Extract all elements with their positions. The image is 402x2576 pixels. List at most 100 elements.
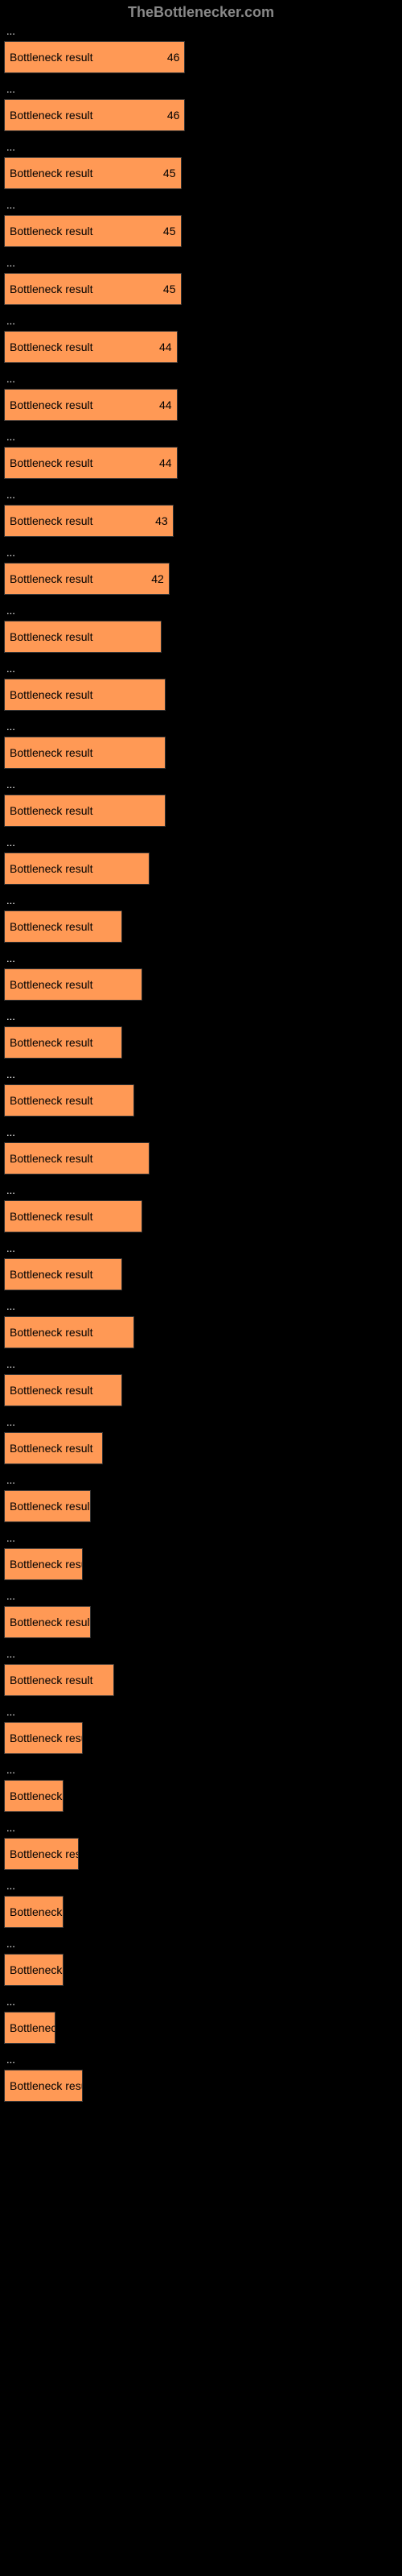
chart-row: ...Bottleneck result: [4, 952, 398, 1001]
bar-wrap: Bottleneck result: [4, 968, 398, 1001]
bar-wrap: Bottleneck result: [4, 1954, 398, 1986]
bar-wrap: Bottleneck result: [4, 795, 398, 827]
chart-row: ...Bottleneck result: [4, 1416, 398, 1464]
row-label: ...: [4, 1648, 398, 1664]
chart-row: ...Bottleneck result: [4, 1358, 398, 1406]
chart-row: ...Bottleneck result: [4, 1010, 398, 1059]
bar: Bottleneck result45: [4, 157, 182, 189]
bar-wrap: Bottleneck result44: [4, 389, 398, 421]
row-label: ...: [4, 1764, 398, 1780]
chart-row: ...Bottleneck result: [4, 1996, 398, 2044]
row-label: ...: [4, 1184, 398, 1200]
row-label: ...: [4, 373, 398, 389]
bar-wrap: Bottleneck result: [4, 910, 398, 943]
bar: Bottleneck result: [4, 2070, 83, 2102]
bar-label: Bottleneck result: [5, 1790, 63, 1802]
bar-label: Bottleneck result: [5, 51, 93, 64]
bar-value: 44: [159, 398, 172, 411]
bar-value: 45: [163, 283, 176, 295]
bar-wrap: Bottleneck result: [4, 1722, 398, 1754]
bar-label: Bottleneck result: [5, 1847, 78, 1860]
row-label: ...: [4, 431, 398, 447]
bar: Bottleneck result: [4, 1838, 79, 1870]
bar-label: Bottleneck result: [5, 1036, 93, 1049]
bar: Bottleneck result44: [4, 331, 178, 363]
bar: Bottleneck result: [4, 2012, 55, 2044]
bar: Bottleneck result: [4, 1200, 142, 1232]
bar-wrap: Bottleneck result: [4, 737, 398, 769]
bar-value: 46: [167, 109, 180, 122]
site-header: TheBottlenecker.com: [0, 0, 402, 25]
bar-wrap: Bottleneck result: [4, 2012, 398, 2044]
chart-row: ...Bottleneck result: [4, 1648, 398, 1696]
chart-row: ...Bottleneck result45: [4, 257, 398, 305]
bar-label: Bottleneck result: [5, 1152, 93, 1165]
bar-wrap: Bottleneck result46: [4, 41, 398, 73]
row-label: ...: [4, 1300, 398, 1316]
chart-row: ...Bottleneck result43: [4, 489, 398, 537]
bar-wrap: Bottleneck result: [4, 1664, 398, 1696]
bar-label: Bottleneck result: [5, 341, 93, 353]
chart-row: ... Bottleneck result: [4, 1532, 398, 1580]
bar: Bottleneck result44: [4, 447, 178, 479]
bar-label: Bottleneck result: [5, 1905, 63, 1918]
bar-value: 42: [151, 572, 164, 585]
bar-label: Bottleneck result: [5, 1210, 93, 1223]
bar: Bottleneck result: [4, 1374, 122, 1406]
bar-label: Bottleneck result: [5, 1094, 93, 1107]
bottleneck-chart: ...Bottleneck result46...Bottleneck resu…: [0, 25, 402, 2102]
bar: Bottleneck result: [4, 1722, 83, 1754]
bar-wrap: Bottleneck result: [4, 1432, 398, 1464]
row-label: ...: [4, 778, 398, 795]
chart-row: ...Bottleneck result: [4, 720, 398, 769]
chart-row: ...Bottleneck result: [4, 836, 398, 885]
bar: Bottleneck result: [4, 1664, 114, 1696]
row-label: ...: [4, 1706, 398, 1722]
row-label: ...: [4, 1242, 398, 1258]
bar-label: Bottleneck result: [5, 225, 93, 237]
bar: Bottleneck result: [4, 1142, 150, 1174]
bar-wrap: Bottleneck result: [4, 1316, 398, 1348]
bar-value: 44: [159, 456, 172, 469]
bar-label: Bottleneck result: [5, 1326, 93, 1339]
bar-label: Bottleneck result: [5, 1384, 93, 1397]
bar-label: Bottleneck result: [5, 746, 93, 759]
chart-row: ... Bottleneck result: [4, 1764, 398, 1812]
row-label: ...: [4, 489, 398, 505]
chart-row: ...Bottleneck result: [4, 1242, 398, 1290]
bar-label: Bottleneck result: [5, 688, 93, 701]
bar-wrap: Bottleneck result: [4, 1896, 398, 1928]
bar-label: Bottleneck result: [5, 920, 93, 933]
bar: Bottleneck result: [4, 795, 166, 827]
bar: Bottleneck result: [4, 852, 150, 885]
chart-row: ...Bottleneck result46: [4, 25, 398, 73]
bar-wrap: Bottleneck result: [4, 1780, 398, 1812]
bar: Bottleneck result 45: [4, 215, 182, 247]
bar-wrap: Bottleneck result: [4, 1490, 398, 1522]
bar: Bottleneck result46: [4, 41, 185, 73]
bar-wrap: Bottleneck result44: [4, 447, 398, 479]
row-label: ...: [4, 952, 398, 968]
row-label: ...: [4, 257, 398, 273]
row-label: ...: [4, 1068, 398, 1084]
chart-row: ...Bottleneck result45: [4, 141, 398, 189]
bar-wrap: Bottleneck result: [4, 1606, 398, 1638]
row-label: ...: [4, 1590, 398, 1606]
bar-label: Bottleneck result: [5, 1558, 82, 1571]
bar-label: Bottleneck result: [5, 1616, 90, 1629]
row-label: ...: [4, 836, 398, 852]
chart-row: ...Bottleneck result44: [4, 431, 398, 479]
row-label: ...: [4, 1532, 398, 1548]
row-label: ...: [4, 1880, 398, 1896]
bar-label: Bottleneck result: [5, 167, 93, 180]
chart-row: ... Bottleneck result: [4, 1474, 398, 1522]
chart-row: ...Bottleneck result: [4, 1822, 398, 1870]
bar-value: 45: [163, 225, 176, 237]
row-label: ...: [4, 1474, 398, 1490]
bar-wrap: Bottleneck result45: [4, 157, 398, 189]
bar: Bottleneck result: [4, 1316, 134, 1348]
row-label: ...: [4, 1416, 398, 1432]
bar-wrap: Bottleneck result: [4, 852, 398, 885]
bar-label: Bottleneck result: [5, 1500, 90, 1513]
row-label: ...: [4, 199, 398, 215]
